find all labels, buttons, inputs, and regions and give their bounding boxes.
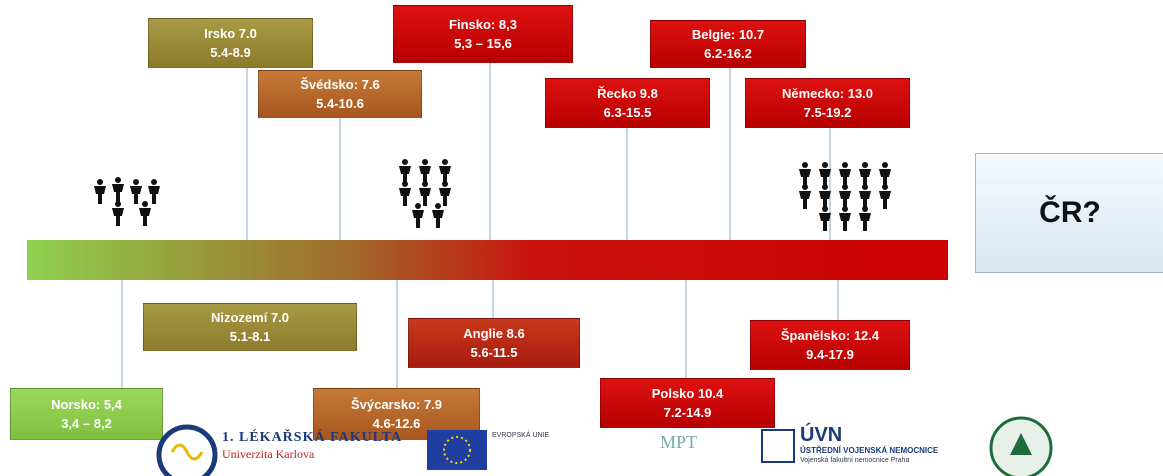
person-icon — [839, 162, 851, 187]
person-icon — [819, 162, 831, 187]
person-icon — [879, 184, 891, 209]
box-range: 9.4-17.9 — [806, 347, 854, 362]
person-icon — [148, 179, 160, 204]
country-box: Belgie: 10.7 6.2-16.2 — [650, 20, 806, 68]
box-range: 3,4 – 8,2 — [61, 416, 112, 431]
person-icon — [399, 181, 411, 206]
box-title: Nizozemí 7.0 — [210, 310, 290, 325]
box-title: Irsko 7.0 — [204, 26, 257, 41]
box-range: 6.3-15.5 — [603, 105, 652, 120]
uvn: ÚVN — [800, 424, 843, 446]
university: Univerzita Karlova — [222, 447, 315, 461]
box-range: 7.5-19.2 — [803, 105, 852, 120]
box-title: Belgie: 10.7 — [691, 27, 765, 42]
box-title: Finsko: 8,3 — [449, 17, 517, 32]
country-box: Anglie 8.6 5.6-11.5 — [408, 318, 580, 368]
box-range: 5.4-10.6 — [316, 96, 364, 111]
person-icon — [412, 203, 424, 228]
person-icon — [819, 184, 831, 209]
scale-bar — [27, 240, 948, 280]
uvn-sub: Vojenská fakultní nemocnice Praha — [800, 457, 910, 464]
country-box: Nizozemí 7.0 5.1-8.1 — [143, 303, 357, 351]
box-title: Norsko: 5,4 — [51, 397, 122, 412]
person-icon — [879, 162, 891, 187]
person-icon — [839, 206, 851, 231]
person-icon — [799, 184, 811, 209]
person-icon — [399, 159, 411, 184]
person-icon — [130, 179, 142, 204]
person-icon — [859, 162, 871, 187]
person-icon — [432, 203, 444, 228]
box-range: 6.2-16.2 — [704, 46, 752, 61]
person-icon — [139, 201, 151, 226]
box-title: Polsko 10.4 — [651, 386, 724, 401]
country-box: Finsko: 8,3 5,3 – 15,6 — [393, 5, 573, 63]
box-range: 5,3 – 15,6 — [454, 36, 512, 51]
faculty: 1. LÉKAŘSKÁ FAKULTA — [222, 430, 403, 445]
box-title: Německo: 13.0 — [781, 86, 874, 101]
person-icon — [819, 206, 831, 231]
person-icon — [419, 181, 431, 206]
box-title: Řecko 9.8 — [597, 86, 658, 101]
person-icon — [419, 159, 431, 184]
question: ČR? — [1039, 196, 1101, 229]
person-icon — [859, 206, 871, 231]
box-range: 5.6-11.5 — [470, 345, 518, 360]
country-box: Švédsko: 7.6 5.4-10.6 — [258, 70, 422, 118]
box-title: Švýcarsko: 7.9 — [350, 397, 443, 412]
person-icon — [112, 177, 124, 202]
person-icon — [859, 184, 871, 209]
eu: EVROPSKÁ UNIE — [492, 432, 550, 439]
country-box: Španělsko: 12.4 9.4-17.9 — [750, 320, 910, 370]
box-range: 7.2-14.9 — [663, 405, 712, 420]
country-box: Řecko 9.8 6.3-15.5 — [545, 78, 710, 128]
person-icon — [112, 201, 124, 226]
person-icon — [439, 181, 451, 206]
box-title: Španělsko: 12.4 — [780, 328, 880, 343]
uvn-name: ÚSTŘEDNÍ VOJENSKÁ NEMOCNICE — [800, 446, 939, 455]
country-box: Irsko 7.0 5.4-8.9 — [148, 18, 313, 68]
country-box: Polsko 10.4 7.2-14.9 — [600, 378, 775, 428]
person-icon — [799, 162, 811, 187]
country-box: Německo: 13.0 7.5-19.2 — [745, 78, 910, 128]
country-box: Norsko: 5,4 3,4 – 8,2 — [10, 388, 163, 440]
box-title: Anglie 8.6 — [463, 326, 525, 341]
person-icon — [94, 179, 106, 204]
person-icon — [839, 184, 851, 209]
box-title: Švédsko: 7.6 — [300, 77, 380, 92]
person-icon — [439, 159, 451, 184]
box-range: 4.6-12.6 — [372, 416, 421, 431]
svg-text:MPT: MPT — [660, 432, 697, 452]
question-box: ČR? — [975, 153, 1163, 273]
box-range: 5.4-8.9 — [210, 45, 251, 60]
box-range: 5.1-8.1 — [229, 329, 271, 344]
